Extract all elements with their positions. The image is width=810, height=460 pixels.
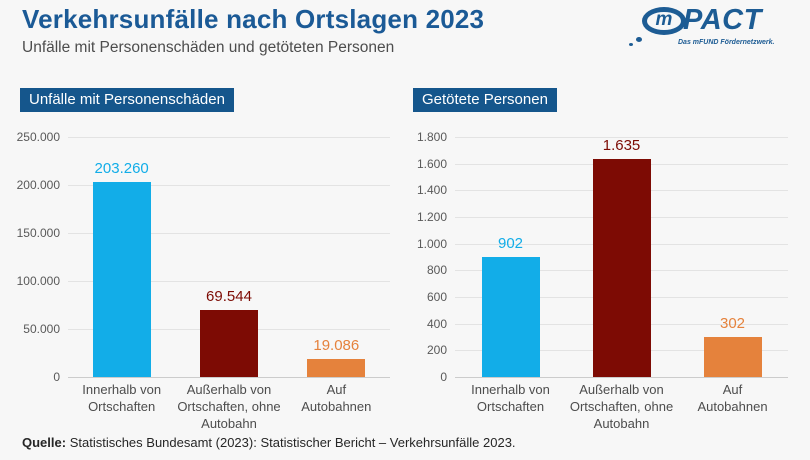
bar-value-label: 902 <box>497 234 524 252</box>
y-axis-tick-label: 1.400 <box>416 183 447 198</box>
y-axis: 1.800 1.600 1.400 1.200 1.000 800 600 400 200 0 <box>413 130 447 384</box>
bar <box>307 358 366 377</box>
bar-value-label: 302 <box>719 314 746 332</box>
category-label: Innerhalb von Ortschaften <box>82 382 162 414</box>
y-axis-tick-label: 100.000 <box>16 274 60 288</box>
bubble-tail-dot-icon <box>636 37 642 42</box>
source-text: Statistisches Bundesamt (2023): Statisti… <box>66 435 516 450</box>
y-axis-tick-label: 0 <box>440 370 447 384</box>
y-axis-tick-label: 150.000 <box>16 226 60 240</box>
gridline <box>68 233 390 234</box>
gridline <box>68 137 390 138</box>
mpact-logo: m PACT Das mFUND Fördernetzwerk. <box>629 4 792 46</box>
bar-value-label: 203.260 <box>94 159 149 177</box>
source-label: Quelle: <box>22 435 67 450</box>
source-note: Quelle: Statistisches Bundesamt (2023): … <box>22 435 516 450</box>
category-label: Auf Autobahnen <box>697 382 768 414</box>
bar-value-label: 69.544 <box>206 288 252 306</box>
bar-slot: 203.260 <box>68 137 175 377</box>
bar <box>199 310 258 377</box>
bar-slot: 1.635 <box>566 137 677 377</box>
gridline <box>68 281 390 282</box>
x-axis-baseline <box>455 377 788 378</box>
chart-killed-persons: Getötete Personen 1.800 1.600 1.400 1.200 1.… <box>413 88 790 433</box>
y-axis-tick-label: 1.000 <box>416 236 447 251</box>
y-axis-tick-label: 250.000 <box>16 130 60 144</box>
y-axis-tick-label: 1.800 <box>416 130 447 144</box>
chart-plot-area: 1.800 1.600 1.400 1.200 1.000 800 600 400 200 0 9… <box>413 130 790 384</box>
bar-slot: 902 <box>455 137 566 377</box>
plot-region: 203.260 69.544 19.086 <box>68 137 390 378</box>
y-axis-tick-label: 200 <box>426 343 447 358</box>
bar-group: 203.260 69.544 19.086 <box>68 137 390 377</box>
bar-slot: 19.086 <box>283 137 390 377</box>
mpact-logo-wordmark-row: m PACT <box>629 4 792 46</box>
logo-bubble-letter: m <box>655 9 673 30</box>
gridline <box>68 185 390 186</box>
chart-title-badge: Getötete Personen <box>413 88 557 112</box>
chart-title-badge: Unfälle mit Personenschäden <box>20 88 234 112</box>
y-axis: 250.000 200.000 150.000 100.000 50.000 0 <box>16 130 60 384</box>
y-axis-tick-label: 0 <box>53 370 60 384</box>
bar <box>92 181 151 377</box>
y-axis-tick-label: 1.600 <box>416 156 447 171</box>
x-axis-category-labels: Innerhalb von Ortschaften Außerhalb von Ort… <box>68 382 390 433</box>
bubble-tail-dot-icon <box>629 43 633 46</box>
page-title: Verkehrsunfälle nach Ortslagen 2023 <box>22 4 485 34</box>
bar-slot: 302 <box>677 137 788 377</box>
chart-plot-area: 250.000 200.000 150.000 100.000 50.000 0 203.… <box>16 130 392 384</box>
bar <box>481 256 540 377</box>
bar <box>703 336 762 377</box>
logo-wordmark: PACT <box>683 4 762 36</box>
category-label: Außerhalb von Ortschaften, ohne Autobahn <box>177 382 281 431</box>
y-axis-tick-label: 600 <box>426 289 447 304</box>
chart-accidents-with-injuries: Unfälle mit Personenschäden 250.000 200.0… <box>16 88 392 433</box>
y-axis-tick-label: 200.000 <box>16 178 60 192</box>
bar-group: 902 1.635 302 <box>455 137 788 377</box>
plot-region: 902 1.635 302 <box>455 137 788 378</box>
bar-value-label: 1.635 <box>602 137 641 154</box>
bar-slot: 69.544 <box>175 137 282 377</box>
speech-bubble-icon: m <box>642 6 686 35</box>
y-axis-tick-label: 400 <box>426 316 447 331</box>
bar <box>592 159 651 377</box>
y-axis-tick-label: 800 <box>426 263 447 278</box>
logo-tagline: Das mFUND Fördernetzwerk. <box>678 39 775 46</box>
x-axis-baseline <box>68 377 390 378</box>
page-header: Verkehrsunfälle nach Ortslagen 2023 Unfä… <box>22 4 484 57</box>
y-axis-tick-label: 1.200 <box>416 209 447 224</box>
y-axis-tick-label: 50.000 <box>23 322 60 336</box>
category-label: Außerhalb von Ortschaften, ohne Autobahn <box>569 382 674 431</box>
category-label: Innerhalb von Ortschaften <box>471 382 550 414</box>
gridline <box>455 137 788 138</box>
page-subtitle: Unfälle mit Personenschäden und getötete… <box>22 39 395 56</box>
category-label: Auf Autobahnen <box>301 382 372 414</box>
bar-value-label: 19.086 <box>313 336 360 354</box>
x-axis-category-labels: Innerhalb von Ortschaften Außerhalb von Ort… <box>455 382 788 433</box>
